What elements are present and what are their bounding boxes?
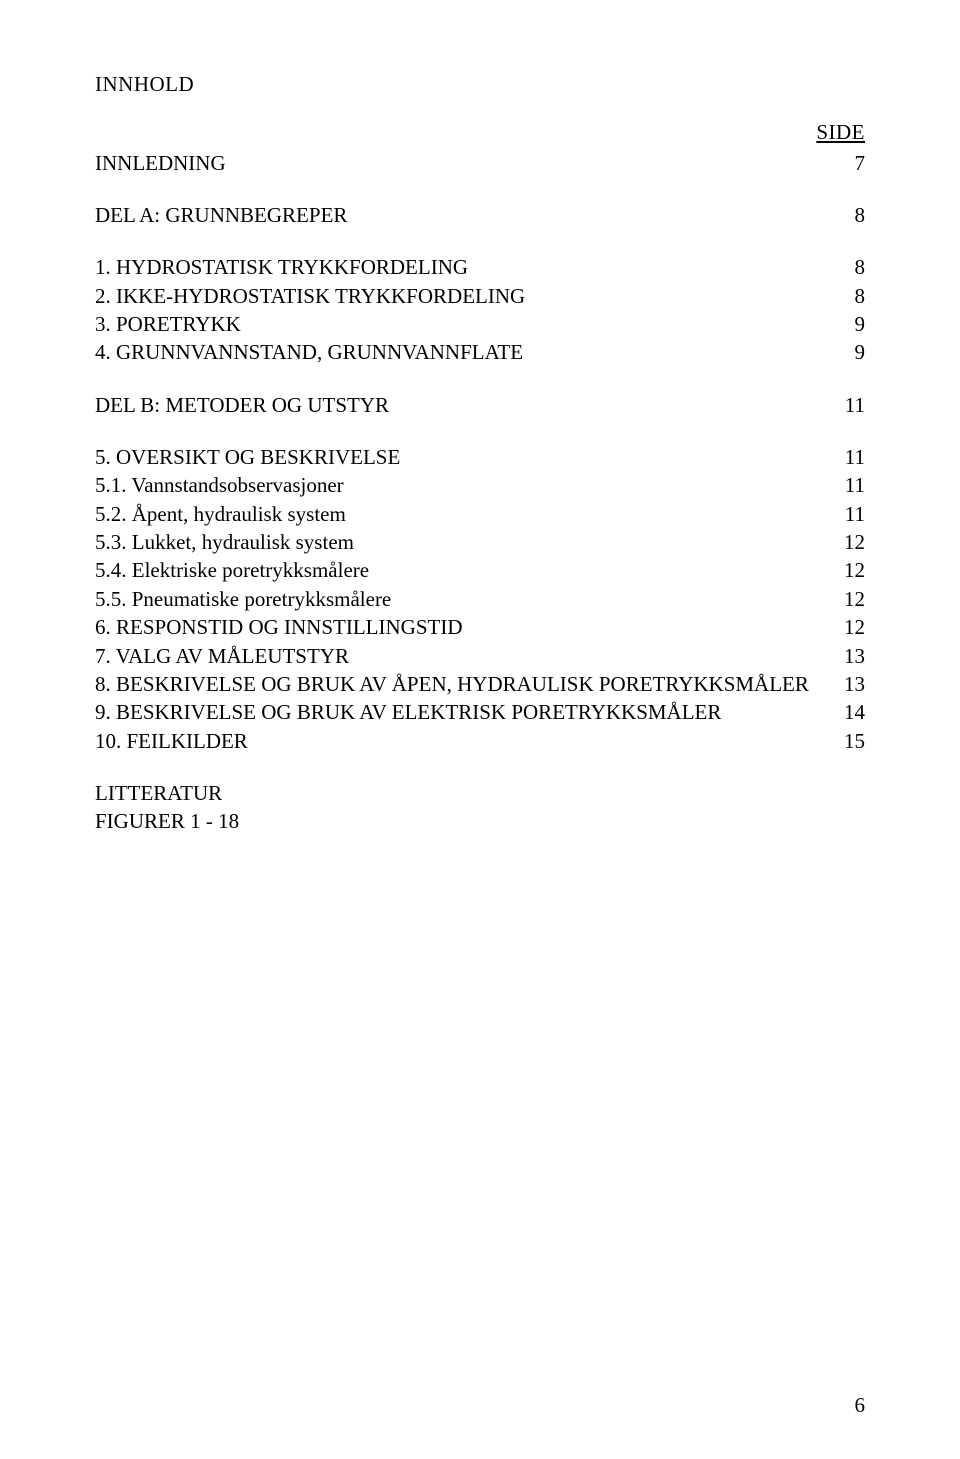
toc-label: 2. IKKE-HYDROSTATISK TRYKKFORDELING (95, 282, 835, 310)
toc-page: 8 (835, 282, 866, 310)
toc-page: 13 (824, 642, 865, 670)
toc-page: 11 (825, 443, 865, 471)
spacer (95, 229, 865, 253)
toc-page: 8 (835, 201, 866, 229)
spacer (95, 419, 865, 443)
toc-row: 5.3. Lukket, hydraulisk system 12 (95, 528, 865, 556)
toc-page: 11 (825, 391, 865, 419)
toc-row-innledning: INNLEDNING 7 (95, 149, 865, 177)
toc-row: 5. OVERSIKT OG BESKRIVELSE 11 (95, 443, 865, 471)
toc-page: 7 (835, 149, 866, 177)
toc-label: DEL A: GRUNNBEGREPER (95, 201, 835, 229)
toc-row: 10. FEILKILDER 15 (95, 727, 865, 755)
toc-label: 5. OVERSIKT OG BESKRIVELSE (95, 443, 825, 471)
toc-label: 1. HYDROSTATISK TRYKKFORDELING (95, 253, 835, 281)
toc-page: 13 (824, 670, 865, 698)
toc-page: 12 (824, 613, 865, 641)
toc-label: 7. VALG AV MÅLEUTSTYR (95, 642, 824, 670)
toc-label: 8. BESKRIVELSE OG BRUK AV ÅPEN, HYDRAULI… (95, 670, 824, 698)
toc-row: 7. VALG AV MÅLEUTSTYR 13 (95, 642, 865, 670)
page-number: 6 (855, 1391, 866, 1419)
toc-row: 5.5. Pneumatiske poretrykksmålere 12 (95, 585, 865, 613)
toc-label: 3. PORETRYKK (95, 310, 835, 338)
toc-label: 4. GRUNNVANNSTAND, GRUNNVANNFLATE (95, 338, 835, 366)
toc-label: 5.5. Pneumatiske poretrykksmålere (95, 585, 824, 613)
toc-label: 10. FEILKILDER (95, 727, 824, 755)
toc-page: 8 (835, 253, 866, 281)
toc-page: 12 (824, 556, 865, 584)
toc-row: 5.2. Åpent, hydraulisk system 11 (95, 500, 865, 528)
toc-row: 6. RESPONSTID OG INNSTILLINGSTID 12 (95, 613, 865, 641)
toc-label: 5.1. Vannstandsobservasjoner (95, 471, 825, 499)
toc-page: 12 (824, 585, 865, 613)
toc-label: INNLEDNING (95, 149, 835, 177)
toc-row-del-b: DEL B: METODER OG UTSTYR 11 (95, 391, 865, 419)
toc-label: 9. BESKRIVELSE OG BRUK AV ELEKTRISK PORE… (95, 698, 824, 726)
toc-label: DEL B: METODER OG UTSTYR (95, 391, 825, 419)
toc-label: 5.2. Åpent, hydraulisk system (95, 500, 825, 528)
toc-row-del-a: DEL A: GRUNNBEGREPER 8 (95, 201, 865, 229)
toc-row: 2. IKKE-HYDROSTATISK TRYKKFORDELING 8 (95, 282, 865, 310)
spacer (95, 177, 865, 201)
toc-page: 11 (825, 471, 865, 499)
toc-page: 14 (824, 698, 865, 726)
toc-row: 5.4. Elektriske poretrykksmålere 12 (95, 556, 865, 584)
page-title: INNHOLD (95, 70, 865, 98)
side-column-label: SIDE (95, 118, 865, 146)
toc-page: 11 (825, 500, 865, 528)
figurer-label: FIGURER 1 - 18 (95, 807, 865, 835)
toc-row: 4. GRUNNVANNSTAND, GRUNNVANNFLATE 9 (95, 338, 865, 366)
toc-row: 9. BESKRIVELSE OG BRUK AV ELEKTRISK PORE… (95, 698, 865, 726)
toc-row: 5.1. Vannstandsobservasjoner 11 (95, 471, 865, 499)
toc-page: 9 (835, 338, 866, 366)
toc-row: 8. BESKRIVELSE OG BRUK AV ÅPEN, HYDRAULI… (95, 670, 865, 698)
litteratur-label: LITTERATUR (95, 779, 865, 807)
toc-row: 3. PORETRYKK 9 (95, 310, 865, 338)
document-page: INNHOLD SIDE INNLEDNING 7 DEL A: GRUNNBE… (0, 0, 960, 1459)
toc-page: 15 (824, 727, 865, 755)
toc-label: 5.3. Lukket, hydraulisk system (95, 528, 824, 556)
toc-label: 5.4. Elektriske poretrykksmålere (95, 556, 824, 584)
toc-row: 1. HYDROSTATISK TRYKKFORDELING 8 (95, 253, 865, 281)
toc-label: 6. RESPONSTID OG INNSTILLINGSTID (95, 613, 824, 641)
spacer (95, 367, 865, 391)
toc-page: 9 (835, 310, 866, 338)
toc-page: 12 (824, 528, 865, 556)
